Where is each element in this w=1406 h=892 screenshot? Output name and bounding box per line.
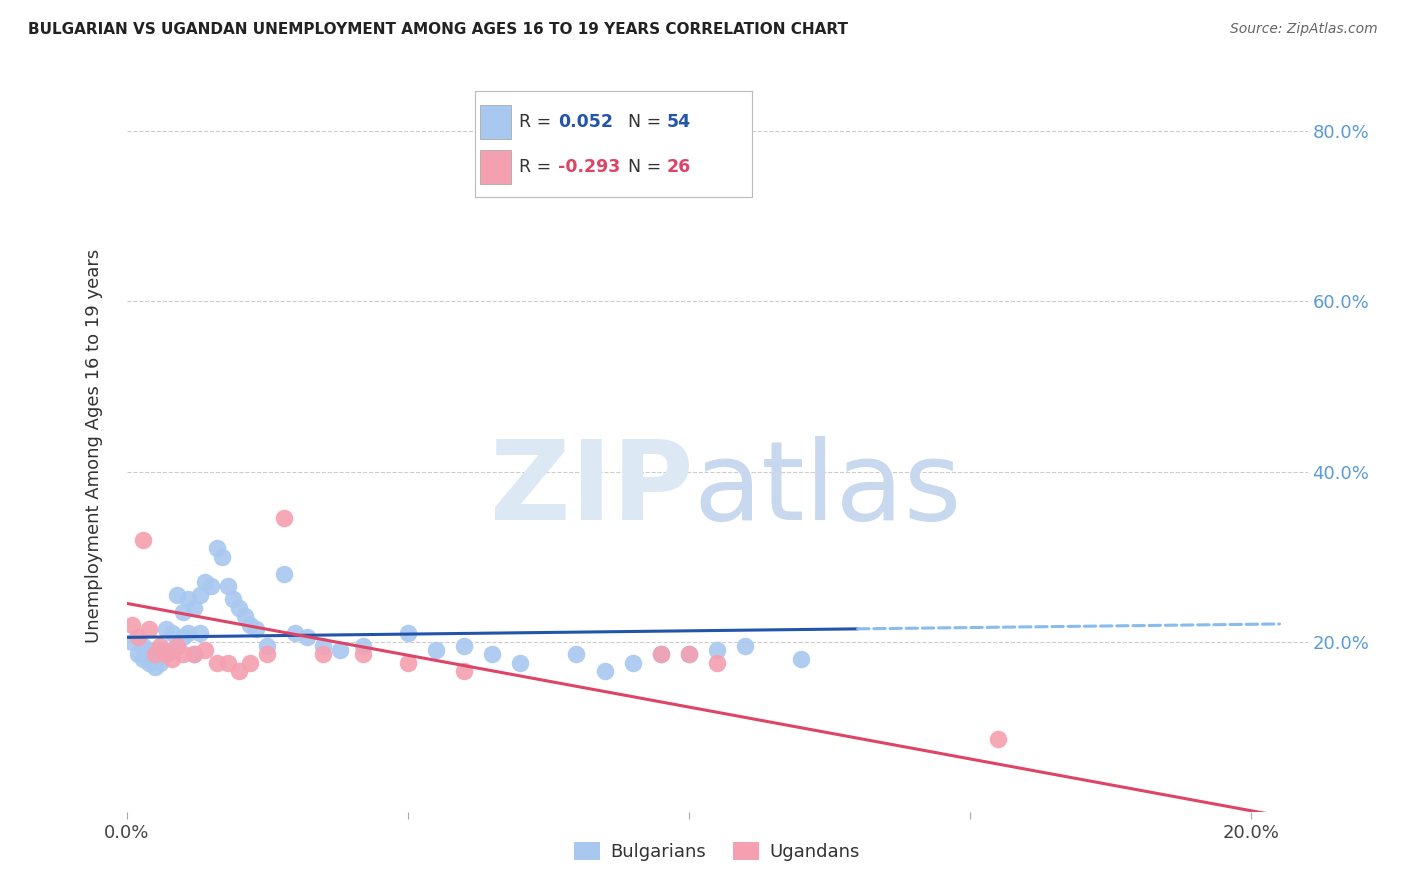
Point [143,660,166,674]
Point [183,648,205,662]
Point [239,617,262,632]
Point [155,622,177,636]
Point [312,639,335,653]
Point [188,588,211,602]
Text: ZIP: ZIP [491,436,693,543]
Point [177,592,200,607]
Point [172,631,194,645]
Point [160,643,183,657]
Point [734,639,756,653]
Text: BULGARIAN VS UGANDAN UNEMPLOYMENT AMONG AGES 16 TO 19 YEARS CORRELATION CHART: BULGARIAN VS UGANDAN UNEMPLOYMENT AMONG … [28,22,848,37]
Point [160,626,183,640]
Point [138,656,160,670]
Point [256,648,278,662]
Point [166,639,188,653]
Point [194,643,217,657]
Point [593,665,616,679]
Point [273,566,295,581]
Point [256,639,278,653]
Point [132,533,155,547]
Point [284,626,307,640]
Point [143,648,166,662]
Point [149,656,172,670]
Text: Source: ZipAtlas.com: Source: ZipAtlas.com [1230,22,1378,37]
Point [706,656,728,670]
Point [217,579,239,593]
Point [706,643,728,657]
Point [233,609,256,624]
Point [211,549,233,564]
Point [312,648,335,662]
Text: atlas: atlas [693,436,962,543]
Point [245,622,267,636]
Point [453,665,475,679]
Point [650,648,672,662]
Point [177,626,200,640]
Point [352,648,374,662]
Point [621,656,644,670]
Point [149,643,172,657]
Point [509,656,531,670]
Point [565,648,588,662]
Point [273,511,295,525]
Point [396,626,419,640]
Legend: Bulgarians, Ugandans: Bulgarians, Ugandans [567,835,868,869]
Point [295,631,318,645]
Point [228,665,250,679]
Point [172,605,194,619]
Point [127,648,149,662]
Point [121,634,143,648]
Point [188,626,211,640]
Point [132,651,155,665]
Point [172,648,194,662]
Point [138,622,160,636]
Point [678,648,700,662]
Point [205,656,228,670]
Point [183,648,205,662]
Point [329,643,352,657]
Point [790,651,813,665]
Point [396,656,419,670]
Point [352,639,374,653]
Point [143,648,166,662]
Point [217,656,239,670]
Point [166,588,188,602]
Point [200,579,222,593]
Point [194,575,217,590]
Point [132,639,155,653]
Y-axis label: Unemployment Among Ages 16 to 19 years: Unemployment Among Ages 16 to 19 years [84,249,103,643]
Point [453,639,475,653]
Point [650,648,672,662]
Point [160,651,183,665]
Point [222,592,245,607]
Point [425,643,447,657]
Point [678,648,700,662]
Point [155,648,177,662]
Point [239,656,262,670]
Point [138,643,160,657]
Point [121,617,143,632]
Point [155,648,177,662]
Point [228,600,250,615]
Point [481,648,503,662]
Point [127,631,149,645]
Point [205,541,228,555]
Point [987,732,1010,747]
Point [183,600,205,615]
Point [149,639,172,653]
Point [166,639,188,653]
